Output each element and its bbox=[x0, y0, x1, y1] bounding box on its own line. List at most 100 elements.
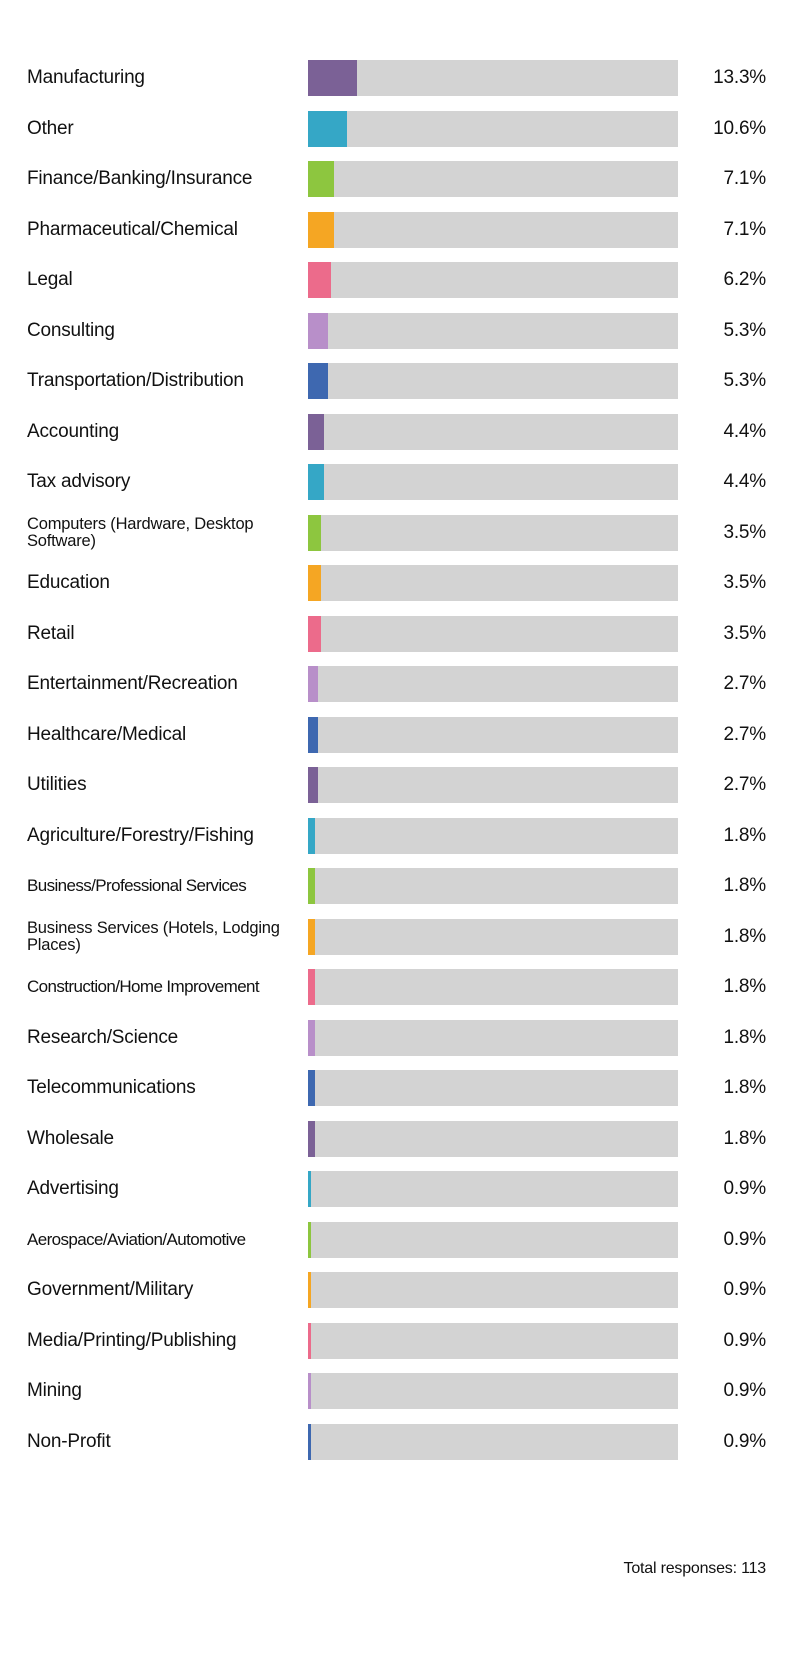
bar-track bbox=[308, 464, 678, 500]
category-label: Government/Military bbox=[27, 1279, 194, 1300]
value-label: 0.9% bbox=[723, 1380, 766, 1401]
value-label: 7.1% bbox=[723, 218, 766, 240]
bar-track bbox=[308, 1171, 678, 1207]
value-label: 3.5% bbox=[723, 572, 766, 593]
value-label: 0.9% bbox=[723, 1178, 766, 1199]
bar-track bbox=[308, 60, 678, 96]
bar bbox=[308, 1019, 315, 1056]
bar-track bbox=[308, 1120, 678, 1157]
category-label: Accounting bbox=[27, 420, 120, 442]
bar bbox=[308, 110, 348, 147]
category-label: Business Services (Hotels, Lodging Place… bbox=[27, 918, 280, 954]
chart-row: Tax advisory 4.4% bbox=[0, 464, 800, 500]
value-label: 3.5% bbox=[723, 622, 766, 644]
bar bbox=[308, 514, 321, 551]
chart-row: Agriculture/Forestry/Fishing 1.8% bbox=[0, 817, 800, 854]
bar-track bbox=[308, 514, 678, 551]
bar-track bbox=[308, 615, 678, 652]
bar-track bbox=[308, 918, 678, 955]
category-label: Other bbox=[27, 117, 74, 139]
bar bbox=[308, 565, 321, 601]
bar bbox=[308, 969, 315, 1005]
bar-track bbox=[308, 1070, 678, 1106]
category-label: Business/Professional Services bbox=[27, 876, 247, 895]
bar bbox=[308, 1120, 315, 1157]
category-label: Construction/Home Improvement bbox=[27, 977, 260, 996]
bar bbox=[308, 666, 318, 702]
chart-row: Accounting 4.4% bbox=[0, 413, 800, 450]
chart-row: Pharmaceutical/Chemical 7.1% bbox=[0, 211, 800, 248]
value-label: 4.4% bbox=[723, 420, 766, 442]
bar-track bbox=[308, 1322, 678, 1359]
category-label: Tax advisory bbox=[27, 471, 131, 492]
value-label: 10.6% bbox=[713, 117, 766, 139]
category-label: Finance/Banking/Insurance bbox=[27, 168, 253, 189]
value-label: 2.7% bbox=[723, 723, 766, 745]
chart-row: Non-Profit 0.9% bbox=[0, 1423, 800, 1460]
category-label: Transportation/Distribution bbox=[27, 370, 244, 391]
chart-row: Utilities 2.7% bbox=[0, 767, 800, 803]
bar-track bbox=[308, 363, 678, 399]
category-label: Healthcare/Medical bbox=[27, 723, 187, 745]
bar bbox=[308, 1070, 315, 1106]
value-label: 1.8% bbox=[723, 875, 766, 896]
category-label: Non-Profit bbox=[27, 1430, 111, 1452]
category-label: Education bbox=[27, 572, 110, 593]
chart-row: Healthcare/Medical 2.7% bbox=[0, 716, 800, 753]
category-label: Pharmaceutical/Chemical bbox=[27, 218, 238, 240]
bar-track bbox=[308, 211, 678, 248]
chart-row: Education 3.5% bbox=[0, 565, 800, 601]
category-label: Mining bbox=[27, 1380, 82, 1401]
bar-track bbox=[308, 262, 678, 298]
bar bbox=[308, 716, 318, 753]
chart-row: Aerospace/Aviation/Automotive 0.9% bbox=[0, 1221, 800, 1258]
bar-track bbox=[308, 565, 678, 601]
value-label: 1.8% bbox=[723, 976, 766, 997]
value-label: 3.5% bbox=[723, 521, 766, 543]
bar-track bbox=[308, 1019, 678, 1056]
chart-row: Construction/Home Improvement 1.8% bbox=[0, 969, 800, 1005]
value-label: 1.8% bbox=[723, 824, 766, 846]
chart-row: Research/Science 1.8% bbox=[0, 1019, 800, 1056]
category-label: Computers (Hardware, Desktop Software) bbox=[27, 514, 254, 550]
bar-track bbox=[308, 1373, 678, 1409]
value-label: 1.8% bbox=[723, 1127, 766, 1149]
bar bbox=[308, 1322, 312, 1359]
bar bbox=[308, 413, 325, 450]
bar-track bbox=[308, 161, 678, 197]
bar bbox=[308, 1373, 312, 1409]
chart-row: Legal 6.2% bbox=[0, 262, 800, 298]
chart-row: Consulting 5.3% bbox=[0, 312, 800, 349]
bar bbox=[308, 868, 315, 904]
bar bbox=[308, 1272, 312, 1308]
value-label: 4.4% bbox=[723, 471, 766, 492]
category-label: Legal bbox=[27, 269, 73, 290]
chart-row: Business/Professional Services 1.8% bbox=[0, 868, 800, 904]
value-label: 0.9% bbox=[723, 1329, 766, 1351]
bar bbox=[308, 211, 335, 248]
bar-track bbox=[308, 1221, 678, 1258]
category-label: Consulting bbox=[27, 319, 115, 341]
bar-track bbox=[308, 1272, 678, 1308]
chart-row: Wholesale 1.8% bbox=[0, 1120, 800, 1157]
category-label: Utilities bbox=[27, 774, 87, 795]
bar bbox=[308, 363, 328, 399]
chart-row: Retail 3.5% bbox=[0, 615, 800, 652]
value-label: 0.9% bbox=[723, 1228, 766, 1250]
category-label: Entertainment/Recreation bbox=[27, 673, 238, 694]
bar-track bbox=[308, 969, 678, 1005]
chart-row: Government/Military 0.9% bbox=[0, 1272, 800, 1308]
bar bbox=[308, 60, 358, 96]
bar bbox=[308, 1423, 312, 1460]
chart-row: Other 10.6% bbox=[0, 110, 800, 147]
chart-row: Entertainment/Recreation 2.7% bbox=[0, 666, 800, 702]
value-label: 2.7% bbox=[723, 774, 766, 795]
chart-row: Transportation/Distribution 5.3% bbox=[0, 363, 800, 399]
category-label: Retail bbox=[27, 622, 75, 644]
bar bbox=[308, 464, 325, 500]
category-label: Wholesale bbox=[27, 1127, 114, 1149]
chart-row: Finance/Banking/Insurance 7.1% bbox=[0, 161, 800, 197]
value-label: 5.3% bbox=[723, 319, 766, 341]
value-label: 1.8% bbox=[723, 1077, 766, 1098]
value-label: 13.3% bbox=[713, 67, 766, 88]
